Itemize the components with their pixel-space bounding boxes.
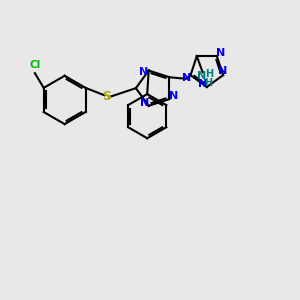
Text: H: H (205, 69, 213, 79)
Text: N: N (140, 98, 149, 108)
Text: N: N (139, 67, 148, 77)
Text: S: S (102, 90, 111, 103)
Text: N: N (216, 48, 226, 58)
Text: N: N (198, 79, 207, 89)
Text: N: N (182, 73, 191, 82)
Text: H: H (204, 79, 212, 88)
Text: Cl: Cl (29, 60, 40, 70)
Text: N: N (196, 71, 206, 81)
Text: N: N (218, 66, 228, 76)
Text: N: N (169, 91, 178, 101)
